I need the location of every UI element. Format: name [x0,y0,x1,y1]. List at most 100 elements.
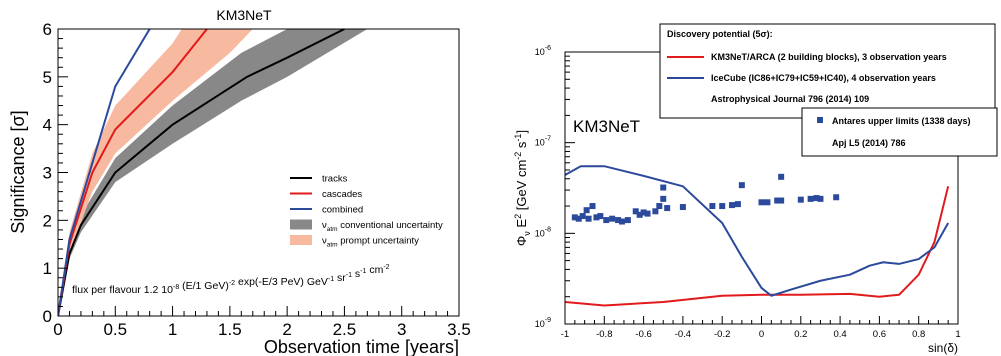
x-tick-label: 0.2 [794,329,807,340]
y-axis-label: Significance [σ] [8,110,28,233]
y-tick-label: 3 [43,164,52,183]
x-axis-label: Observation time [years] [264,337,459,356]
x-tick-label: 1 [955,329,960,340]
antares-marker [593,214,600,221]
antares-marker [589,203,596,210]
y-tick-label: 0 [43,307,52,326]
antares-marker [764,199,771,206]
km3net-label: KM3NeT [573,117,640,136]
antares-marker [807,195,814,202]
y-tick-label: 5 [43,68,52,87]
antares-marker [817,195,824,202]
antares-marker [734,201,741,208]
legend-entry: KM3NeT/ARCA (2 building blocks), 3 obser… [711,52,947,62]
y-tick-label: 10-7 [535,136,551,148]
legend-entry: νatm prompt uncertainty [322,236,419,249]
legend-entry: cascades [322,189,362,200]
antares-marker [656,203,663,210]
antares-marker [571,214,578,221]
y-tick-label: 4 [43,116,52,135]
chart-title: KM3NeT [216,7,272,23]
legend-box [659,23,996,119]
x-tick-label: 2 [282,320,291,339]
x-tick-label: -1 [561,329,569,340]
antares-marker [738,182,745,189]
y-tick-label: 1 [43,259,52,278]
x-tick-label: 0.5 [103,320,127,339]
x-tick-label: 1 [168,320,177,339]
antares-marker [609,215,616,222]
antares-marker [583,207,590,214]
legend-entry: combined [322,205,363,216]
legend-marker [817,117,823,123]
legend-band-swatch [290,235,312,245]
discovery-potential-chart: -1 -0.8 -0.6 -0.4 -0.2 0 0.2 0.4 0.6 0.8 1 10-9 10-… [513,23,998,355]
antares-marker [660,184,667,191]
x-tick-label: 0.8 [912,329,925,340]
antares-legend-box [801,107,998,157]
antares-marker [774,197,781,204]
antares-marker [579,213,586,220]
antares-marker [624,217,631,224]
antares-marker [636,211,643,218]
antares-marker [778,173,785,180]
legend-note: Astrophysical Journal 796 (2014) 109 [711,94,869,104]
flux-annotation: flux per flavour 1.2 10-8 (E/1 GeV)-2 ex… [72,264,390,296]
x-tick-label: 2.5 [333,320,357,339]
antares-marker [729,202,736,209]
antares-marker [660,195,667,202]
series-line-combined [58,29,151,316]
x-tick-label: -0.8 [596,329,612,340]
legend-entry: IceCube (IC86+IC79+IC59+IC40), 4 observa… [711,73,936,83]
antares-marker [615,217,622,224]
antares-marker [778,197,785,204]
antares-marker [585,215,592,222]
antares-marker [719,203,726,210]
x-axis-label-right: sin(δ) [928,341,958,355]
antares-marker [709,203,716,210]
uncertainty-band-prompt [58,29,253,316]
x-tick-label: 0 [53,320,62,339]
antares-marker [644,210,651,217]
legend-entry: Antares upper limits (1338 days) [832,116,971,126]
antares-marker [679,204,686,211]
y-axis-label-right: Φν E2 [GeV cm-2 s-1] [513,130,532,246]
x-tick-label: 0.4 [833,329,846,340]
legend-entry: tracks [322,174,348,185]
antares-marker [632,208,639,215]
antares-marker [603,217,610,224]
significance-chart: KM3NeT 0 0.5 1 1.5 2 2.5 3 3.5 0 1 2 3 4 5 6 Observat… [8,7,471,356]
x-tick-label: 3.5 [447,320,471,339]
y-tick-label: 6 [43,20,52,39]
series-line-tracks [58,29,345,316]
x-tick-label: 0.6 [873,329,886,340]
antares-marker [640,209,647,216]
antares-marker [664,205,671,212]
antares-marker [758,199,765,206]
x-tick-label: -0.4 [675,329,691,340]
x-tick-label: -0.6 [635,329,651,340]
km3net-arca-line [565,186,950,307]
icecube-line [565,165,950,297]
legend-entry: νatm conventional uncertainty [322,220,443,233]
legend-title: Discovery potential (5σ): [667,29,773,39]
x-tick-label: 0 [759,329,764,340]
legend-band-swatch [290,219,312,230]
antares-marker [797,196,804,203]
legend-note: Apj L5 (2014) 786 [832,138,906,148]
x-tick-label: 3 [397,320,406,339]
antares-marker [597,213,604,220]
antares-marker [618,218,625,225]
x-tick-label: -0.2 [714,329,730,340]
y-tick-label: 10-6 [535,45,551,57]
antares-marker [833,194,840,201]
y-tick-label: 10-9 [535,317,551,329]
y-tick-label: 2 [43,211,52,230]
x-tick-label: 1.5 [218,320,242,339]
antares-marker [575,215,582,222]
y-tick-label: 10-8 [535,226,551,238]
antares-marker [652,208,659,215]
antares-marker [813,195,820,202]
uncertainty-band-conventional [58,29,368,316]
